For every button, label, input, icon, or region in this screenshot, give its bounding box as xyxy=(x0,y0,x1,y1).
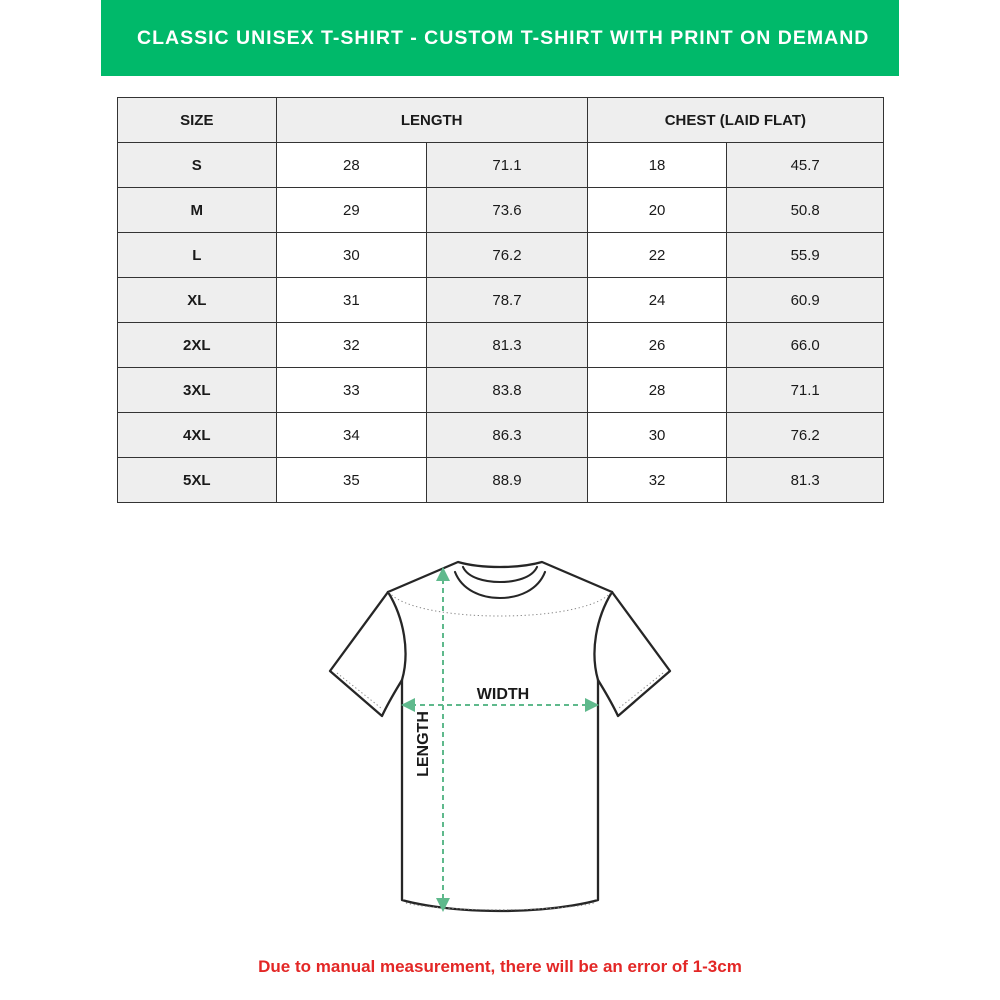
svg-text:LENGTH: LENGTH xyxy=(415,711,432,777)
svg-text:WIDTH: WIDTH xyxy=(477,686,529,703)
